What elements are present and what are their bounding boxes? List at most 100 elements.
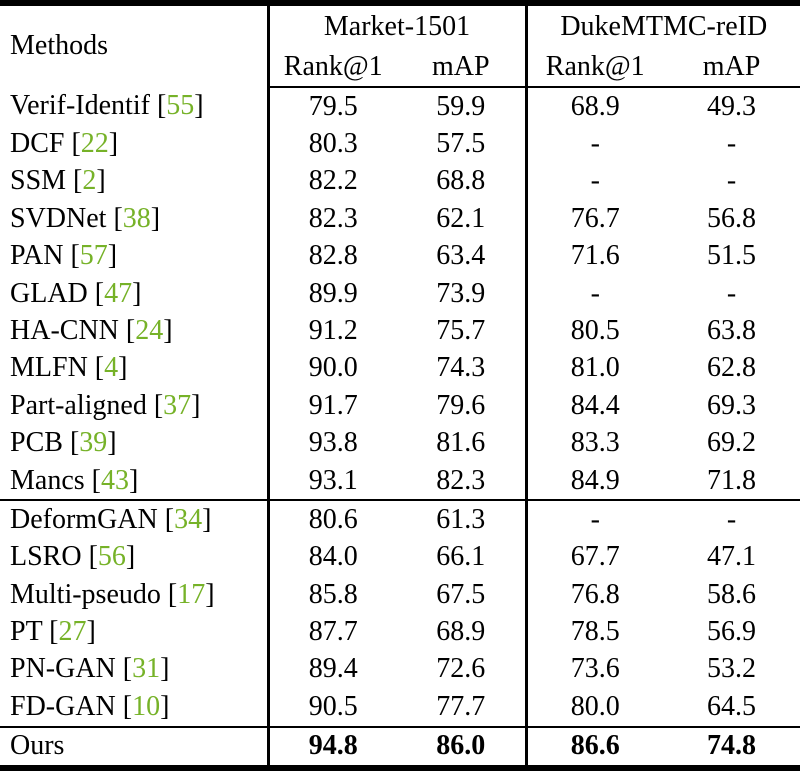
table-row: SSM [2] 82.2 68.8- - [0,162,800,201]
table-row: Ours 94.8 86.0 86.6 74.8 [0,726,800,769]
citation-bracket-open: [ [66,165,83,197]
citation-link[interactable]: 2 [82,165,97,197]
metric-value: 91.7 [266,387,397,425]
metric-value: 90.5 [266,688,397,728]
citation-bracket-open: [ [42,616,59,648]
metric-value: 53.2 [707,653,756,685]
citation-bracket-open: [ [87,352,105,384]
citation-link[interactable]: 57 [79,240,108,272]
metric-value: 69.3 [707,389,756,421]
citation-link[interactable]: 37 [163,389,192,421]
citation-link[interactable]: 17 [177,578,206,610]
metric-value: 83.3 [524,424,663,462]
method-cell: LSRO [56] [0,539,268,576]
results-table-body: Verif-Identif [55] 79.5 59.9 68.9 49.3 DCF [2… [0,87,800,769]
citation-link[interactable]: 43 [100,464,129,496]
metric-value: - [524,274,663,313]
citation-link[interactable]: 4 [104,352,119,384]
citation-link[interactable]: 27 [58,616,87,648]
citation-link[interactable]: 56 [97,541,126,573]
metric-value: 86.6 [524,726,663,769]
citation-link[interactable]: 47 [104,277,133,309]
citation-bracket-close: ] [86,616,96,648]
metric-value: 93.8 [266,424,397,462]
metric-value: 74.3 [436,352,486,384]
metric-value: 74.8 [707,730,756,762]
method-name: MLFN [10,352,88,384]
metric-value: - [726,503,737,535]
metric-value: 58.6 [707,578,756,610]
metric-value: 64.5 [663,688,800,728]
table-row: SVDNet [38] 82.3 62.1 76.7 56.8 [0,200,800,238]
metric-value: 89.9 [266,274,397,313]
table-row: FD-GAN [10] 90.5 77.7 80.0 64.5 [0,688,800,728]
col-header-duke-rank1: Rank@1 [524,48,663,88]
citation-bracket-open: [ [62,427,80,459]
metric-value: 47.1 [707,541,756,573]
metric-value: 75.7 [436,314,486,346]
method-cell: PN-GAN [31] [0,651,268,688]
metric-value: 80.5 [524,312,663,350]
method-cell: SSM [2] [0,163,268,200]
metric-value: 93.1 [266,461,397,502]
citation-link[interactable]: 10 [132,690,161,722]
table-row: MLFN [4] 90.0 74.3 81.0 62.8 [0,349,800,388]
metric-value: 71.8 [663,461,800,502]
metric-value: 76.8 [524,576,663,614]
metric-value: 87.7 [266,613,397,651]
method-name: PAN [10,240,64,272]
citation-bracket-open: [ [87,277,105,309]
citation-link[interactable]: 22 [80,127,109,159]
metric-value: 84.4 [524,387,663,425]
metric-value: 79.6 [436,389,486,421]
method-name: PT [10,616,43,648]
citation-bracket-close: ] [163,314,173,346]
citation-link[interactable]: 24 [135,314,164,346]
method-cell: GLAD [47] [0,275,268,312]
metric-value: - [726,127,737,159]
method-name: Verif-Identif [10,90,150,122]
group-header-row: Methods Market-1501 DukeMTMC-reID [0,3,800,61]
group-header-dukemtmc: DukeMTMC-reID [524,3,800,48]
metric-value: 80.6 [266,500,397,539]
metric-value: - [524,125,663,163]
citation-link[interactable]: 31 [132,653,161,685]
method-name: Mancs [10,464,85,496]
table-row: Part-aligned [37] 91.7 79.6 84.4 69.3 [0,387,800,425]
citation-bracket-close: ] [205,578,215,610]
metric-value: 82.2 [266,162,397,201]
citation-bracket-close: ] [107,240,118,272]
method-name: Part-aligned [10,389,147,421]
metric-value: 82.3 [397,461,526,502]
metric-value: 61.3 [436,503,486,535]
method-cell: PAN [57] [0,238,268,275]
table-row: PN-GAN [31] 89.4 72.6 73.6 53.2 [0,650,800,689]
citation-link[interactable]: 34 [174,503,203,535]
method-name: FD-GAN [10,690,116,722]
citation-link[interactable]: 39 [79,427,108,459]
method-cell: Verif-Identif [55] [0,87,268,125]
citation-bracket-close: ] [108,127,119,159]
citation-bracket-open: [ [63,240,80,272]
method-cell: DeformGAN [34] [0,500,268,538]
methods-column-header: Methods [10,30,108,62]
citation-bracket-open: [ [146,389,164,421]
metric-value: - [524,162,663,201]
metric-value: 79.5 [266,87,397,126]
metric-value: 84.9 [524,461,663,502]
citation-link[interactable]: 38 [122,202,151,234]
metric-value: 68.9 [436,616,486,648]
metric-value: 59.9 [436,90,486,122]
method-cell: Part-aligned [37] [0,387,268,424]
col-header-market-map: mAP [397,48,526,88]
method-name: Multi-pseudo [10,578,161,610]
citation-bracket-open: [ [84,464,101,496]
method-name: LSRO [10,541,82,573]
citation-bracket-close: ] [160,653,170,685]
citation-bracket-close: ] [107,427,117,459]
table-row: PCB [39] 93.8 81.6 83.3 69.2 [0,424,800,462]
citation-link[interactable]: 55 [166,90,195,122]
metric-value: 72.6 [436,653,486,685]
metric-value: 66.1 [436,541,486,573]
